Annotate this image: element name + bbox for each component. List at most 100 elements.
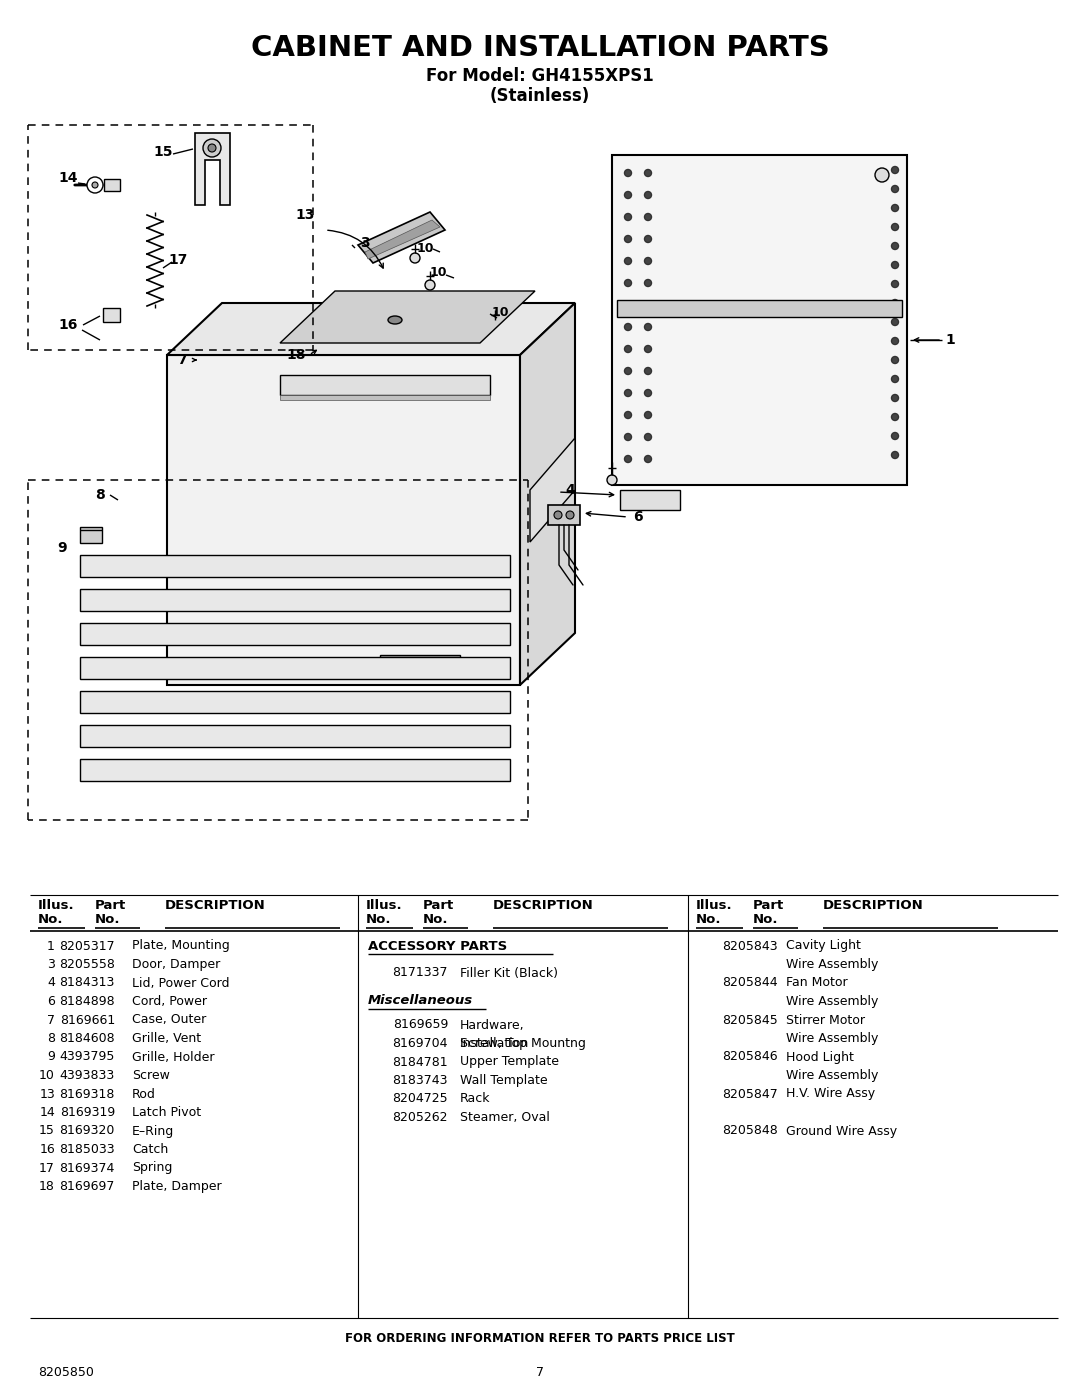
Text: Hardware,: Hardware, <box>460 1018 525 1031</box>
Text: (Stainless): (Stainless) <box>490 87 590 105</box>
Circle shape <box>490 320 500 330</box>
Circle shape <box>645 367 651 374</box>
Circle shape <box>891 186 899 193</box>
Text: Illus.: Illus. <box>366 900 403 912</box>
Text: Steamer, Oval: Steamer, Oval <box>460 1111 550 1125</box>
Circle shape <box>426 279 435 291</box>
Polygon shape <box>280 374 490 395</box>
Text: DESCRIPTION: DESCRIPTION <box>823 900 923 912</box>
Text: Part: Part <box>753 900 784 912</box>
Text: 8169661: 8169661 <box>59 1013 114 1027</box>
Polygon shape <box>280 291 535 344</box>
Ellipse shape <box>388 316 402 324</box>
Text: DESCRIPTION: DESCRIPTION <box>492 900 594 912</box>
Text: 8205558: 8205558 <box>59 958 114 971</box>
Polygon shape <box>280 395 490 400</box>
Text: Door, Damper: Door, Damper <box>132 958 220 971</box>
Polygon shape <box>365 219 440 258</box>
Text: Plate, Damper: Plate, Damper <box>132 1180 221 1193</box>
Circle shape <box>645 236 651 243</box>
Circle shape <box>624 324 632 331</box>
Circle shape <box>891 166 899 173</box>
Polygon shape <box>80 692 510 712</box>
Polygon shape <box>167 303 575 355</box>
Circle shape <box>645 191 651 198</box>
Polygon shape <box>612 155 907 485</box>
Text: 8205850: 8205850 <box>38 1365 94 1379</box>
Text: Fan Motor: Fan Motor <box>786 977 848 989</box>
Text: 10: 10 <box>416 242 434 254</box>
Text: Stirrer Motor: Stirrer Motor <box>786 1013 865 1027</box>
Bar <box>104 179 120 191</box>
Text: No.: No. <box>38 914 64 926</box>
Text: 18: 18 <box>39 1180 55 1193</box>
Text: 10: 10 <box>491 306 509 320</box>
Text: ACCESSORY PARTS: ACCESSORY PARTS <box>368 940 508 953</box>
Text: Illus.: Illus. <box>38 900 75 912</box>
Text: 8205844: 8205844 <box>723 977 778 989</box>
Text: 17: 17 <box>168 253 188 267</box>
Text: 8169318: 8169318 <box>59 1087 114 1101</box>
Text: Hood Light: Hood Light <box>786 1051 854 1063</box>
Text: 14: 14 <box>39 1106 55 1119</box>
Text: Screw: Screw <box>132 1069 170 1083</box>
Text: 8169374: 8169374 <box>59 1161 114 1175</box>
Text: 3: 3 <box>48 958 55 971</box>
Text: 8205848: 8205848 <box>723 1125 778 1137</box>
Circle shape <box>566 511 573 520</box>
Text: Plate, Mounting: Plate, Mounting <box>132 940 230 953</box>
Circle shape <box>410 253 420 263</box>
Text: No.: No. <box>366 914 391 926</box>
Circle shape <box>645 433 651 440</box>
Text: 7: 7 <box>48 1013 55 1027</box>
Polygon shape <box>380 655 460 668</box>
Text: 9: 9 <box>57 541 67 555</box>
Polygon shape <box>519 303 575 685</box>
Circle shape <box>624 214 632 221</box>
Text: Screw, Top Mountng: Screw, Top Mountng <box>460 1037 585 1051</box>
Text: No.: No. <box>696 914 721 926</box>
Text: 16: 16 <box>58 319 78 332</box>
Circle shape <box>624 367 632 374</box>
Text: 8205317: 8205317 <box>59 940 114 953</box>
Text: 4: 4 <box>565 483 575 497</box>
Text: 18: 18 <box>286 348 306 362</box>
Polygon shape <box>80 590 510 610</box>
Circle shape <box>624 345 632 352</box>
Polygon shape <box>80 725 510 747</box>
Text: Part: Part <box>95 900 126 912</box>
Text: 15: 15 <box>39 1125 55 1137</box>
Text: 6: 6 <box>633 510 643 524</box>
Text: CABINET AND INSTALLATION PARTS: CABINET AND INSTALLATION PARTS <box>251 34 829 61</box>
Text: Part: Part <box>423 900 455 912</box>
Text: Cord, Power: Cord, Power <box>132 995 207 1009</box>
Text: Wire Assembly: Wire Assembly <box>786 1069 878 1083</box>
Circle shape <box>624 390 632 397</box>
Circle shape <box>624 169 632 176</box>
Text: Filler Kit (Black): Filler Kit (Black) <box>460 967 558 979</box>
Text: Catch: Catch <box>132 1143 168 1155</box>
Text: DESCRIPTION: DESCRIPTION <box>165 900 266 912</box>
Circle shape <box>645 345 651 352</box>
Text: Rod: Rod <box>132 1087 156 1101</box>
Polygon shape <box>80 527 102 543</box>
Text: Installation: Installation <box>460 1037 529 1051</box>
Text: 8184781: 8184781 <box>392 1056 448 1069</box>
Circle shape <box>624 257 632 264</box>
Circle shape <box>891 243 899 250</box>
Text: Miscellaneous: Miscellaneous <box>368 995 473 1007</box>
Circle shape <box>891 224 899 231</box>
Text: 1: 1 <box>945 332 955 346</box>
Text: 6: 6 <box>48 995 55 1009</box>
Text: Lid, Power Cord: Lid, Power Cord <box>132 977 229 989</box>
Polygon shape <box>80 555 510 577</box>
Circle shape <box>624 433 632 440</box>
Circle shape <box>891 281 899 288</box>
Text: 4393795: 4393795 <box>59 1051 114 1063</box>
Circle shape <box>891 338 899 345</box>
Text: No.: No. <box>753 914 779 926</box>
Circle shape <box>891 299 899 306</box>
Text: 8205845: 8205845 <box>723 1013 778 1027</box>
Text: 8169659: 8169659 <box>393 1018 448 1031</box>
Text: 8205262: 8205262 <box>392 1111 448 1125</box>
